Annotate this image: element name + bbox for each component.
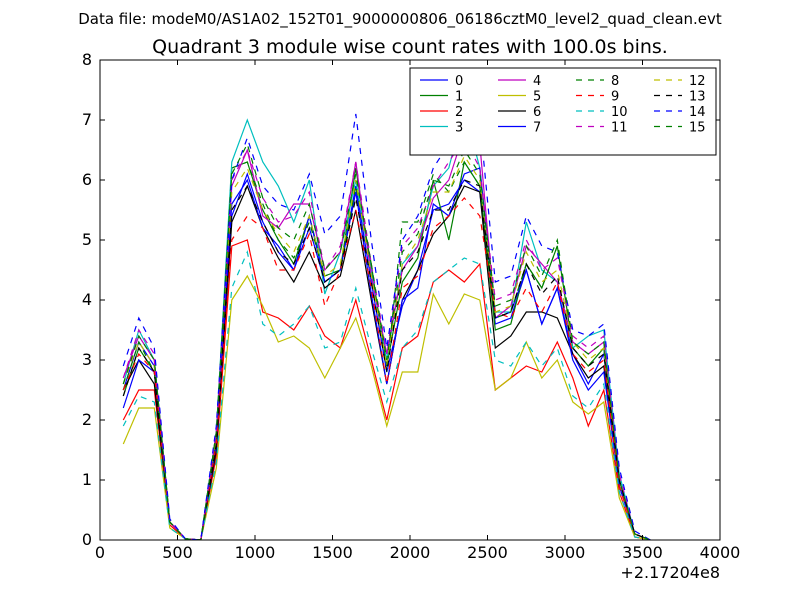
legend-label-11: 11 [611,121,628,136]
y-tick-label: 4 [82,290,92,309]
x-tick-label: 4000 [700,543,741,562]
legend-label-0: 0 [455,74,463,89]
chart-title: Quadrant 3 module wise count rates with … [152,36,668,58]
y-tick-label: 6 [82,170,92,189]
series-line-2 [122,239,651,540]
series-line-14 [122,100,651,540]
x-offset-label: +2.17204e8 [620,563,720,582]
x-tick-label: 3500 [622,543,663,562]
legend-box [409,67,717,156]
plot-area: 0 500 1000 1500 2000 2500 3000 3500 400001234567… [82,50,741,582]
x-tick-label: 2500 [467,543,508,562]
legend-label-12: 12 [689,74,706,89]
legend-label-9: 9 [611,90,619,105]
x-tick-label: 3000 [545,543,586,562]
y-tick-label: 0 [82,530,92,549]
y-tick-label: 1 [82,470,92,489]
x-tick-label: 2000 [390,543,431,562]
series-line-9 [122,197,651,540]
legend-label-5: 5 [533,90,541,105]
series-line-15 [122,142,651,540]
series-line-5 [122,274,651,540]
legend-label-15: 15 [689,121,706,136]
x-tick-label: 500 [162,543,193,562]
series-line-11 [122,136,651,540]
x-tick-label: 0 [95,543,105,562]
x-tick-label: 1000 [235,543,276,562]
y-tick-label: 2 [82,410,92,429]
chart-suptitle: Data file: modeM0/AS1A02_152T01_90000008… [78,10,722,29]
x-tick-label: 1500 [312,543,353,562]
legend-label-6: 6 [533,105,541,120]
y-tick-label: 5 [82,230,92,249]
legend-label-14: 14 [689,105,706,120]
legend-label-10: 10 [611,105,628,120]
y-tick-label: 3 [82,350,92,369]
series-group [122,100,651,540]
legend-label-8: 8 [611,74,619,89]
legend-label-13: 13 [689,90,706,105]
legend-label-7: 7 [533,121,541,136]
series-line-10 [122,250,651,540]
legend-label-2: 2 [455,105,463,120]
y-tick-label: 8 [82,50,92,69]
y-tick-label: 7 [82,110,92,129]
legend-label-4: 4 [533,74,541,89]
legend-label-1: 1 [455,90,463,105]
legend-label-3: 3 [455,121,463,136]
